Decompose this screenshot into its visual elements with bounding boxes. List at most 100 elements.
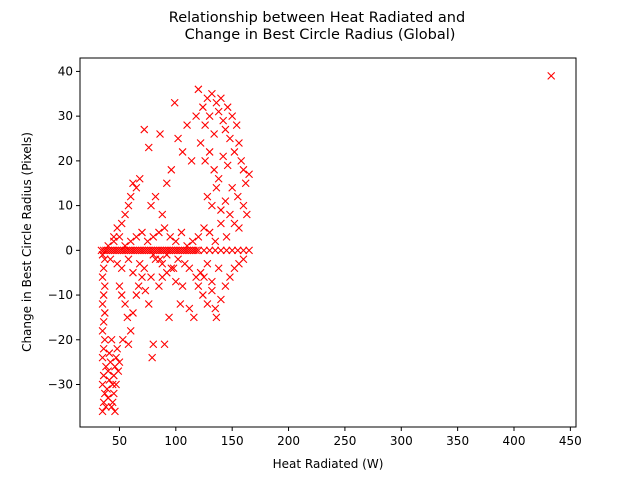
data-point — [171, 237, 180, 246]
data-point — [245, 246, 253, 255]
data-point — [107, 402, 116, 411]
x-tick-label: 400 — [503, 434, 526, 448]
data-point — [156, 130, 164, 138]
data-point — [126, 192, 135, 201]
data-point — [99, 344, 108, 353]
data-point — [112, 353, 120, 362]
data-point — [111, 407, 119, 416]
data-point — [211, 237, 220, 246]
data-point — [194, 246, 203, 255]
data-point — [214, 107, 223, 116]
data-point — [226, 273, 234, 282]
data-point — [205, 148, 214, 156]
data-point — [183, 121, 191, 129]
data-point — [239, 201, 248, 210]
data-point — [144, 300, 153, 308]
data-point — [117, 291, 126, 299]
data-point — [100, 389, 109, 398]
data-point — [226, 134, 234, 143]
data-point — [100, 335, 109, 344]
data-point — [147, 273, 155, 282]
data-point — [107, 335, 116, 344]
data-point — [104, 367, 113, 375]
data-point — [158, 210, 167, 219]
data-point — [98, 273, 107, 282]
data-point — [217, 94, 225, 103]
data-point — [129, 179, 137, 188]
data-point — [221, 197, 230, 206]
data-point — [174, 255, 182, 264]
x-axis-ticks: 50 100 150 200 250 300 350 400 450 — [112, 427, 582, 448]
data-point — [174, 134, 182, 143]
data-point — [123, 313, 132, 322]
data-point — [162, 179, 171, 188]
data-point — [222, 246, 231, 255]
data-point — [109, 233, 118, 241]
data-point — [99, 291, 108, 299]
data-point — [189, 313, 198, 322]
data-point — [226, 210, 234, 219]
data-point — [232, 121, 241, 129]
data-point — [223, 161, 232, 170]
data-point — [129, 268, 137, 277]
data-point — [98, 250, 107, 259]
data-point — [221, 125, 230, 134]
y-tick-label: −10 — [48, 288, 73, 302]
data-point — [233, 192, 242, 201]
data-point — [217, 246, 225, 255]
data-point — [147, 201, 155, 210]
data-point — [200, 273, 208, 282]
data-point — [134, 282, 143, 290]
data-point — [237, 156, 246, 165]
data-point — [117, 264, 126, 273]
data-point — [205, 246, 214, 255]
data-point — [155, 282, 163, 290]
data-point — [113, 344, 122, 353]
data-point — [104, 241, 113, 250]
data-point — [194, 85, 203, 94]
data-point — [217, 295, 225, 304]
data-point — [135, 174, 144, 183]
data-point — [217, 219, 225, 228]
data-point — [185, 264, 194, 273]
data-point — [99, 318, 108, 326]
x-tick-label: 250 — [333, 434, 356, 448]
plot-frame — [79, 57, 577, 428]
data-point — [143, 237, 152, 246]
data-point — [228, 112, 237, 121]
data-point — [103, 385, 111, 393]
data-point — [223, 103, 232, 112]
data-point — [208, 201, 216, 210]
y-tick-label: 0 — [65, 243, 73, 257]
data-point — [203, 192, 212, 201]
data-point — [160, 340, 169, 349]
data-point — [149, 340, 158, 349]
data-point — [162, 250, 171, 259]
data-point — [132, 291, 141, 299]
data-point — [144, 143, 153, 152]
data-point — [187, 156, 196, 165]
y-tick-label: 20 — [58, 154, 73, 168]
data-point — [188, 237, 197, 246]
x-tick-label: 100 — [164, 434, 187, 448]
data-point — [106, 255, 115, 264]
data-point — [239, 165, 248, 174]
data-point — [208, 277, 216, 286]
y-tick-label: 10 — [58, 199, 73, 213]
data-point — [245, 170, 253, 179]
data-point — [178, 282, 187, 290]
data-point — [98, 326, 107, 335]
data-point — [149, 250, 158, 259]
y-tick-label: 30 — [58, 109, 73, 123]
y-axis-label: Change in Best Circle Radius (Pixels) — [20, 132, 34, 352]
data-point — [201, 121, 210, 129]
data-point — [98, 353, 107, 362]
data-point — [121, 210, 129, 219]
data-point — [138, 273, 146, 282]
data-point — [102, 402, 110, 411]
data-point — [105, 349, 114, 358]
data-point — [108, 380, 117, 389]
data-point — [170, 98, 179, 107]
data-point — [140, 125, 149, 134]
